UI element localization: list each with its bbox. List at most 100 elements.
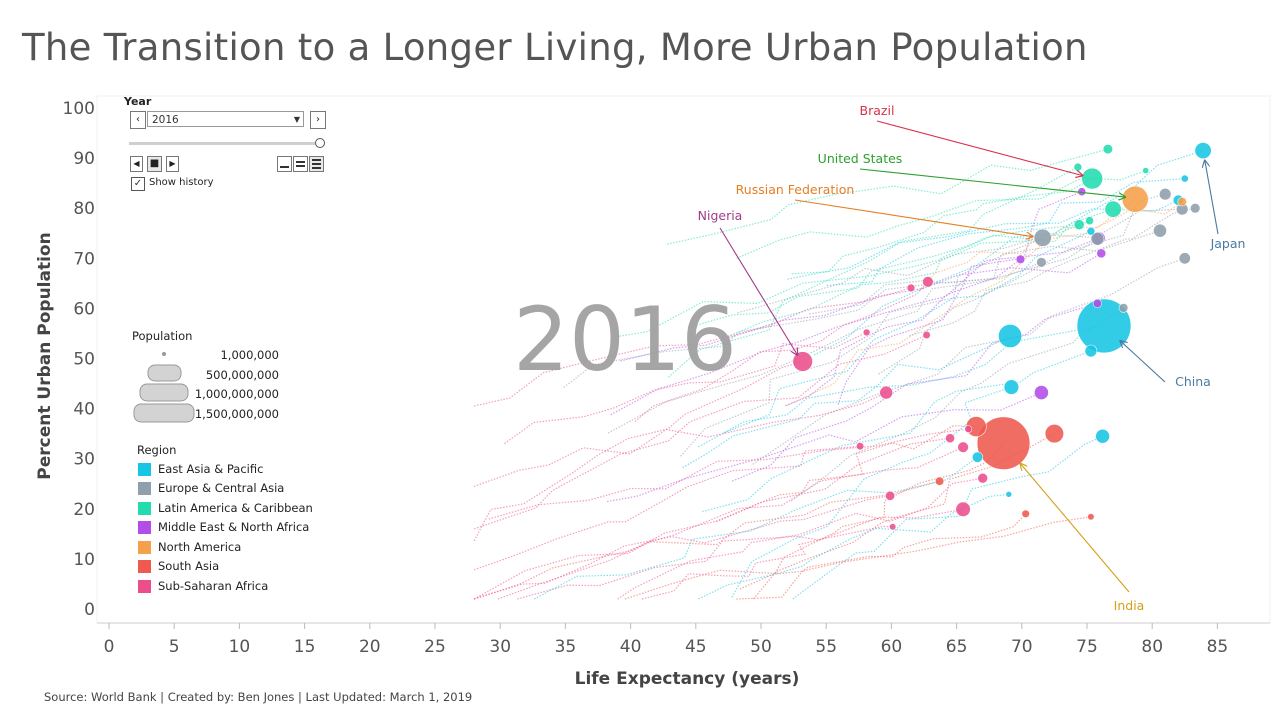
speed-slow-button[interactable] — [277, 156, 292, 172]
x-tick-label: 85 — [1207, 637, 1229, 657]
history-trail — [731, 302, 1098, 482]
bubble-algeria[interactable]: Algeria — [1096, 248, 1107, 259]
play-back-button[interactable]: ◀ — [130, 156, 143, 172]
x-tick-label: 65 — [946, 637, 968, 657]
history-trail — [739, 442, 1004, 590]
bubble-afghanistan[interactable]: Afghanistan — [934, 476, 945, 486]
bubble-ukraine[interactable]: Ukraine — [1036, 257, 1047, 268]
bubble-myanmar[interactable]: Myanmar — [971, 451, 984, 463]
annotation-arrow — [1020, 464, 1130, 593]
bubble-tanzania[interactable]: Tanzania — [957, 441, 969, 453]
bubble-indonesia[interactable]: Indonesia — [998, 323, 1023, 348]
bubble-poland[interactable]: Poland — [1118, 303, 1129, 313]
speed-medium-button[interactable] — [293, 156, 308, 172]
history-trail — [473, 495, 891, 600]
history-trail — [634, 281, 929, 422]
bubble-india[interactable]: India — [976, 416, 1031, 470]
history-trail — [687, 224, 1080, 329]
bubble-nigeria[interactable]: Nigeria — [792, 351, 813, 372]
x-tick-label: 0 — [104, 637, 115, 657]
bubble-mexico[interactable]: Mexico — [1104, 200, 1122, 218]
year-slider-track[interactable] — [129, 142, 315, 145]
bubble-ethiopia[interactable]: Ethiopia — [955, 501, 971, 517]
speed-fast-button[interactable] — [309, 156, 324, 172]
region-swatch — [138, 502, 151, 515]
bubble-madagascar[interactable]: Madagascar — [964, 425, 973, 433]
bubble-cameroon[interactable]: Cameroon — [862, 328, 871, 337]
bubble-bangladesh[interactable]: Bangladesh — [1044, 424, 1064, 444]
bubble-niger[interactable]: Niger — [889, 523, 897, 531]
history-trail — [616, 220, 1090, 338]
bubble-germany[interactable]: Germany — [1153, 223, 1167, 238]
history-trail — [517, 508, 964, 600]
region-legend-title: Region — [137, 443, 177, 457]
history-trail — [731, 386, 1012, 598]
bubble-turkey[interactable]: Turkey — [1090, 232, 1105, 246]
annotation-arrow — [876, 120, 1083, 176]
bubble-argentina[interactable]: Argentina — [1102, 144, 1113, 155]
bubble-china[interactable]: China — [1076, 298, 1132, 354]
pop-legend-label: 500,000,000 — [205, 368, 279, 382]
bubble-nepal[interactable]: Nepal — [1021, 509, 1030, 518]
history-trail — [680, 237, 1043, 457]
population-legend-shapes — [133, 352, 195, 423]
bubble-italy[interactable]: Italy — [1178, 252, 1191, 265]
bubble-japan[interactable]: Japan — [1194, 142, 1212, 160]
history-trail — [473, 480, 940, 600]
bubble-chile[interactable]: Chile — [1142, 167, 1150, 174]
bubble-sri-lanka[interactable]: Sri Lanka — [1087, 513, 1095, 521]
bubble-sudan[interactable]: Sudan — [945, 433, 955, 444]
bubble-angola[interactable]: Angola — [906, 283, 916, 293]
bubble-spain[interactable]: Spain — [1189, 203, 1201, 214]
year-select[interactable]: 2016 ▼ — [147, 111, 304, 127]
year-next-button[interactable]: › — [310, 111, 326, 129]
year-prev-button[interactable]: ‹ — [130, 111, 146, 129]
history-trail — [878, 193, 1166, 375]
y-tick-label: 20 — [73, 500, 95, 520]
y-tick-label: 50 — [73, 350, 95, 370]
show-history-label: Show history — [149, 177, 214, 188]
history-trail — [504, 331, 867, 445]
bubble-united-states[interactable]: United States — [1121, 185, 1149, 213]
region-label: Latin America & Caribbean — [158, 501, 313, 515]
history-trail — [682, 335, 1011, 469]
bubble-vietnam[interactable]: Vietnam — [1095, 428, 1110, 444]
show-history-checkbox[interactable]: ✓ — [131, 177, 145, 191]
annotation-label: India — [1114, 598, 1145, 613]
bubble-dr-congo[interactable]: DR Congo — [879, 385, 894, 400]
annotation-label: Brazil — [860, 103, 895, 118]
year-slider-thumb[interactable] — [315, 138, 325, 148]
bubble-thailand[interactable]: Thailand — [1084, 344, 1098, 358]
bubble-peru[interactable]: Peru — [1085, 216, 1094, 226]
stop-button[interactable]: ■ — [147, 156, 162, 172]
bubble-south-africa[interactable]: South Africa — [922, 276, 934, 288]
region-label: East Asia & Pacific — [158, 462, 264, 476]
play-forward-button[interactable]: ▶ — [166, 156, 179, 172]
bubble-colombia[interactable]: Colombia — [1073, 219, 1085, 231]
bubble-malaysia[interactable]: Malaysia — [1086, 226, 1096, 236]
bubble-united-kingdom[interactable]: United Kingdom — [1158, 188, 1172, 201]
bubble-morocco[interactable]: Morocco — [1092, 298, 1102, 309]
x-tick-label: 70 — [1011, 637, 1033, 657]
bubble-kenya[interactable]: Kenya — [977, 472, 989, 484]
bubble-australia[interactable]: Australia — [1180, 174, 1189, 183]
bubble-russian-federation[interactable]: Russian Federation — [1033, 228, 1052, 247]
history-trail — [791, 178, 1093, 275]
bubble-mozambique[interactable]: Mozambique — [855, 442, 865, 451]
bubble-canada[interactable]: Canada — [1177, 197, 1187, 207]
bubble-venezuela[interactable]: Venezuela — [1073, 162, 1083, 172]
year-select-value: 2016 — [152, 114, 179, 126]
bubble-iraq[interactable]: Iraq — [1015, 254, 1026, 264]
x-tick-label: 10 — [229, 637, 251, 657]
bubble-philippines[interactable]: Philippines — [1003, 379, 1020, 395]
bubble-brazil[interactable]: Brazil — [1081, 167, 1103, 190]
bubble-cambodia[interactable]: Cambodia — [1005, 490, 1013, 498]
bubble-uganda[interactable]: Uganda — [885, 490, 896, 501]
bubbles: ChinaIndiaUnited StatesIndonesiaBrazilPa… — [792, 142, 1212, 531]
bubble-egypt[interactable]: Egypt — [1034, 385, 1049, 400]
annotation-arrow — [859, 168, 1125, 197]
annotation-arrow — [1120, 341, 1166, 383]
annotation-arrow — [794, 199, 1033, 237]
bubble-ghana[interactable]: Ghana — [922, 330, 931, 340]
y-tick-label: 70 — [73, 249, 95, 269]
